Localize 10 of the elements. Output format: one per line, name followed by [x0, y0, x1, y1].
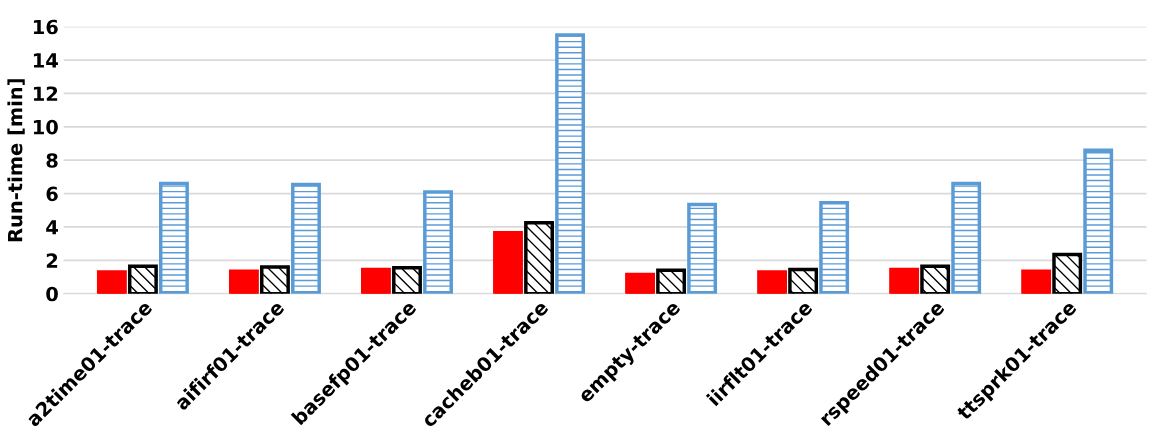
- y-axis-title: Run-time [min]: [7, 79, 25, 242]
- y-tick-label: 4: [46, 220, 58, 235]
- y-tick-label: 2: [46, 253, 58, 268]
- y-tick-label: 6: [46, 186, 58, 202]
- y-tick-label: 8: [46, 153, 58, 168]
- y-tick-label: 14: [33, 53, 58, 68]
- y-tick-label: 12: [33, 86, 58, 101]
- y-tick-label: 0: [46, 286, 58, 302]
- y-tick-label: 16: [33, 19, 58, 35]
- y-tick-label: 10: [33, 119, 58, 135]
